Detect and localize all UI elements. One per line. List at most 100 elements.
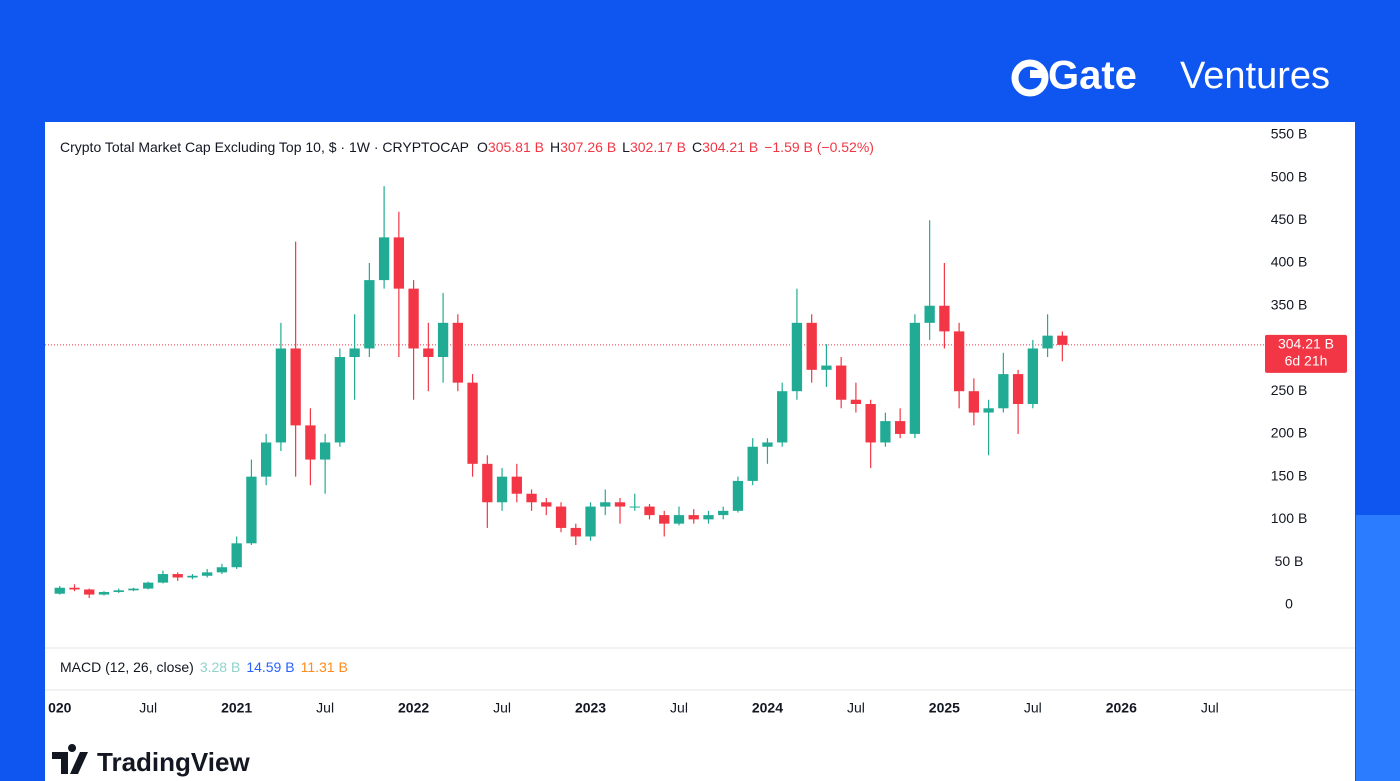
candle-body (54, 587, 65, 594)
candle-body (452, 322, 463, 383)
candle-body (143, 582, 154, 589)
y-tick-label: 350 B (1271, 296, 1308, 312)
candle-body (703, 515, 714, 520)
candle-body (688, 515, 699, 520)
y-tick-label: 500 B (1271, 168, 1308, 184)
decor-shape (1356, 515, 1400, 781)
last-price-label: 304.21 B (1278, 336, 1334, 352)
ohlc-value: 302.17 B (630, 139, 686, 155)
candle-body (1012, 374, 1024, 405)
candle-body (762, 442, 773, 447)
brand-suffix: Ventures (1180, 55, 1330, 97)
y-tick-label: 100 B (1271, 510, 1308, 526)
candle-body (305, 425, 316, 460)
watermark-icon (52, 744, 88, 774)
y-tick-label: 250 B (1271, 382, 1308, 398)
candle-body (408, 288, 419, 349)
chart-panel (45, 122, 1355, 781)
candle-body (202, 572, 213, 576)
candle-body (423, 348, 434, 358)
candle-body (791, 322, 803, 392)
x-tick-label: 2023 (575, 700, 606, 716)
y-tick-label: 0 (1285, 596, 1293, 612)
candle-body (364, 280, 375, 349)
ohlc-key: C (692, 139, 702, 155)
logo-icon-part (1030, 70, 1046, 78)
candle-body (614, 502, 626, 507)
x-tick-label: 2026 (1106, 700, 1137, 716)
macd-value: 14.59 B (246, 659, 294, 675)
candle-body (732, 480, 744, 511)
x-tick-label: Jul (1201, 700, 1219, 716)
candle-body (998, 374, 1009, 409)
candle-body (482, 463, 493, 503)
ohlc-key: O (477, 139, 488, 155)
candle-body (968, 391, 980, 413)
y-tick-label: 450 B (1271, 211, 1308, 227)
candle-body (585, 506, 596, 537)
candle-body (644, 506, 655, 516)
chart-header: Crypto Total Market Cap Excluding Top 10… (60, 139, 874, 155)
macd-legend: MACD (12, 26, close) 3.28 B 14.59 B 11.31 B (60, 659, 348, 675)
candle-body (939, 305, 950, 332)
macd-value: 11.31 B (301, 659, 348, 675)
candle-body (850, 399, 862, 405)
y-tick-label: 150 B (1271, 467, 1308, 483)
ohlc-key: H (550, 139, 560, 155)
x-tick-label: Jul (139, 700, 157, 716)
y-tick-label: 550 B (1271, 126, 1308, 142)
candle-body (393, 237, 405, 289)
watermark: TradingView (52, 744, 250, 777)
candle-body (378, 237, 390, 281)
candle-body (880, 421, 891, 443)
candle-body (216, 567, 228, 573)
ohlc-key: L (622, 139, 630, 155)
candle-body (172, 574, 183, 578)
last-price-badge (1265, 334, 1347, 373)
y-tick-label: 400 B (1271, 254, 1308, 270)
candle-body (555, 506, 567, 528)
candle-body (437, 322, 449, 358)
x-tick-label: Jul (493, 700, 511, 716)
candle-body (84, 589, 95, 595)
candle-body (894, 421, 906, 434)
candle-body (69, 587, 80, 590)
ohlc-value: 304.21 B (702, 139, 758, 155)
ohlc-value: 307.26 B (560, 139, 616, 155)
candle-body (157, 574, 169, 583)
candle-body (231, 543, 242, 568)
brand-logo: Gate Ventures (1011, 54, 1330, 98)
x-tick-label: 2021 (221, 700, 252, 716)
change: −1.59 B (−0.52%) (764, 139, 874, 155)
x-tick-label: 020 (48, 700, 72, 716)
candle-body (290, 348, 301, 426)
x-tick-label: 2022 (398, 700, 429, 716)
x-tick-label: Jul (847, 700, 865, 716)
candle-body (673, 515, 685, 524)
candle-body (319, 442, 331, 460)
candle-body (953, 331, 965, 392)
candle-body (187, 575, 198, 578)
candle-body (275, 348, 287, 443)
candle-body (496, 476, 508, 503)
candle-body (526, 493, 537, 503)
candle-body (836, 365, 847, 400)
candle-body (865, 404, 876, 443)
watermark-text: TradingView (97, 747, 250, 777)
macd-label: MACD (12, 26, close) (60, 659, 194, 675)
candle-body (467, 382, 478, 464)
candle-body (98, 592, 110, 595)
candle-body (113, 590, 124, 593)
candle-body (821, 365, 832, 370)
candle-body (128, 588, 139, 591)
candle-body (570, 527, 581, 537)
candle-body (924, 305, 935, 323)
candle-body (334, 357, 346, 443)
ohlc-value: 305.81 B (488, 139, 544, 155)
y-tick-label: 50 B (1275, 553, 1304, 569)
candle-body (541, 502, 552, 507)
candle-body (1027, 348, 1039, 405)
candle-body (806, 322, 817, 370)
candle-body (260, 442, 272, 477)
